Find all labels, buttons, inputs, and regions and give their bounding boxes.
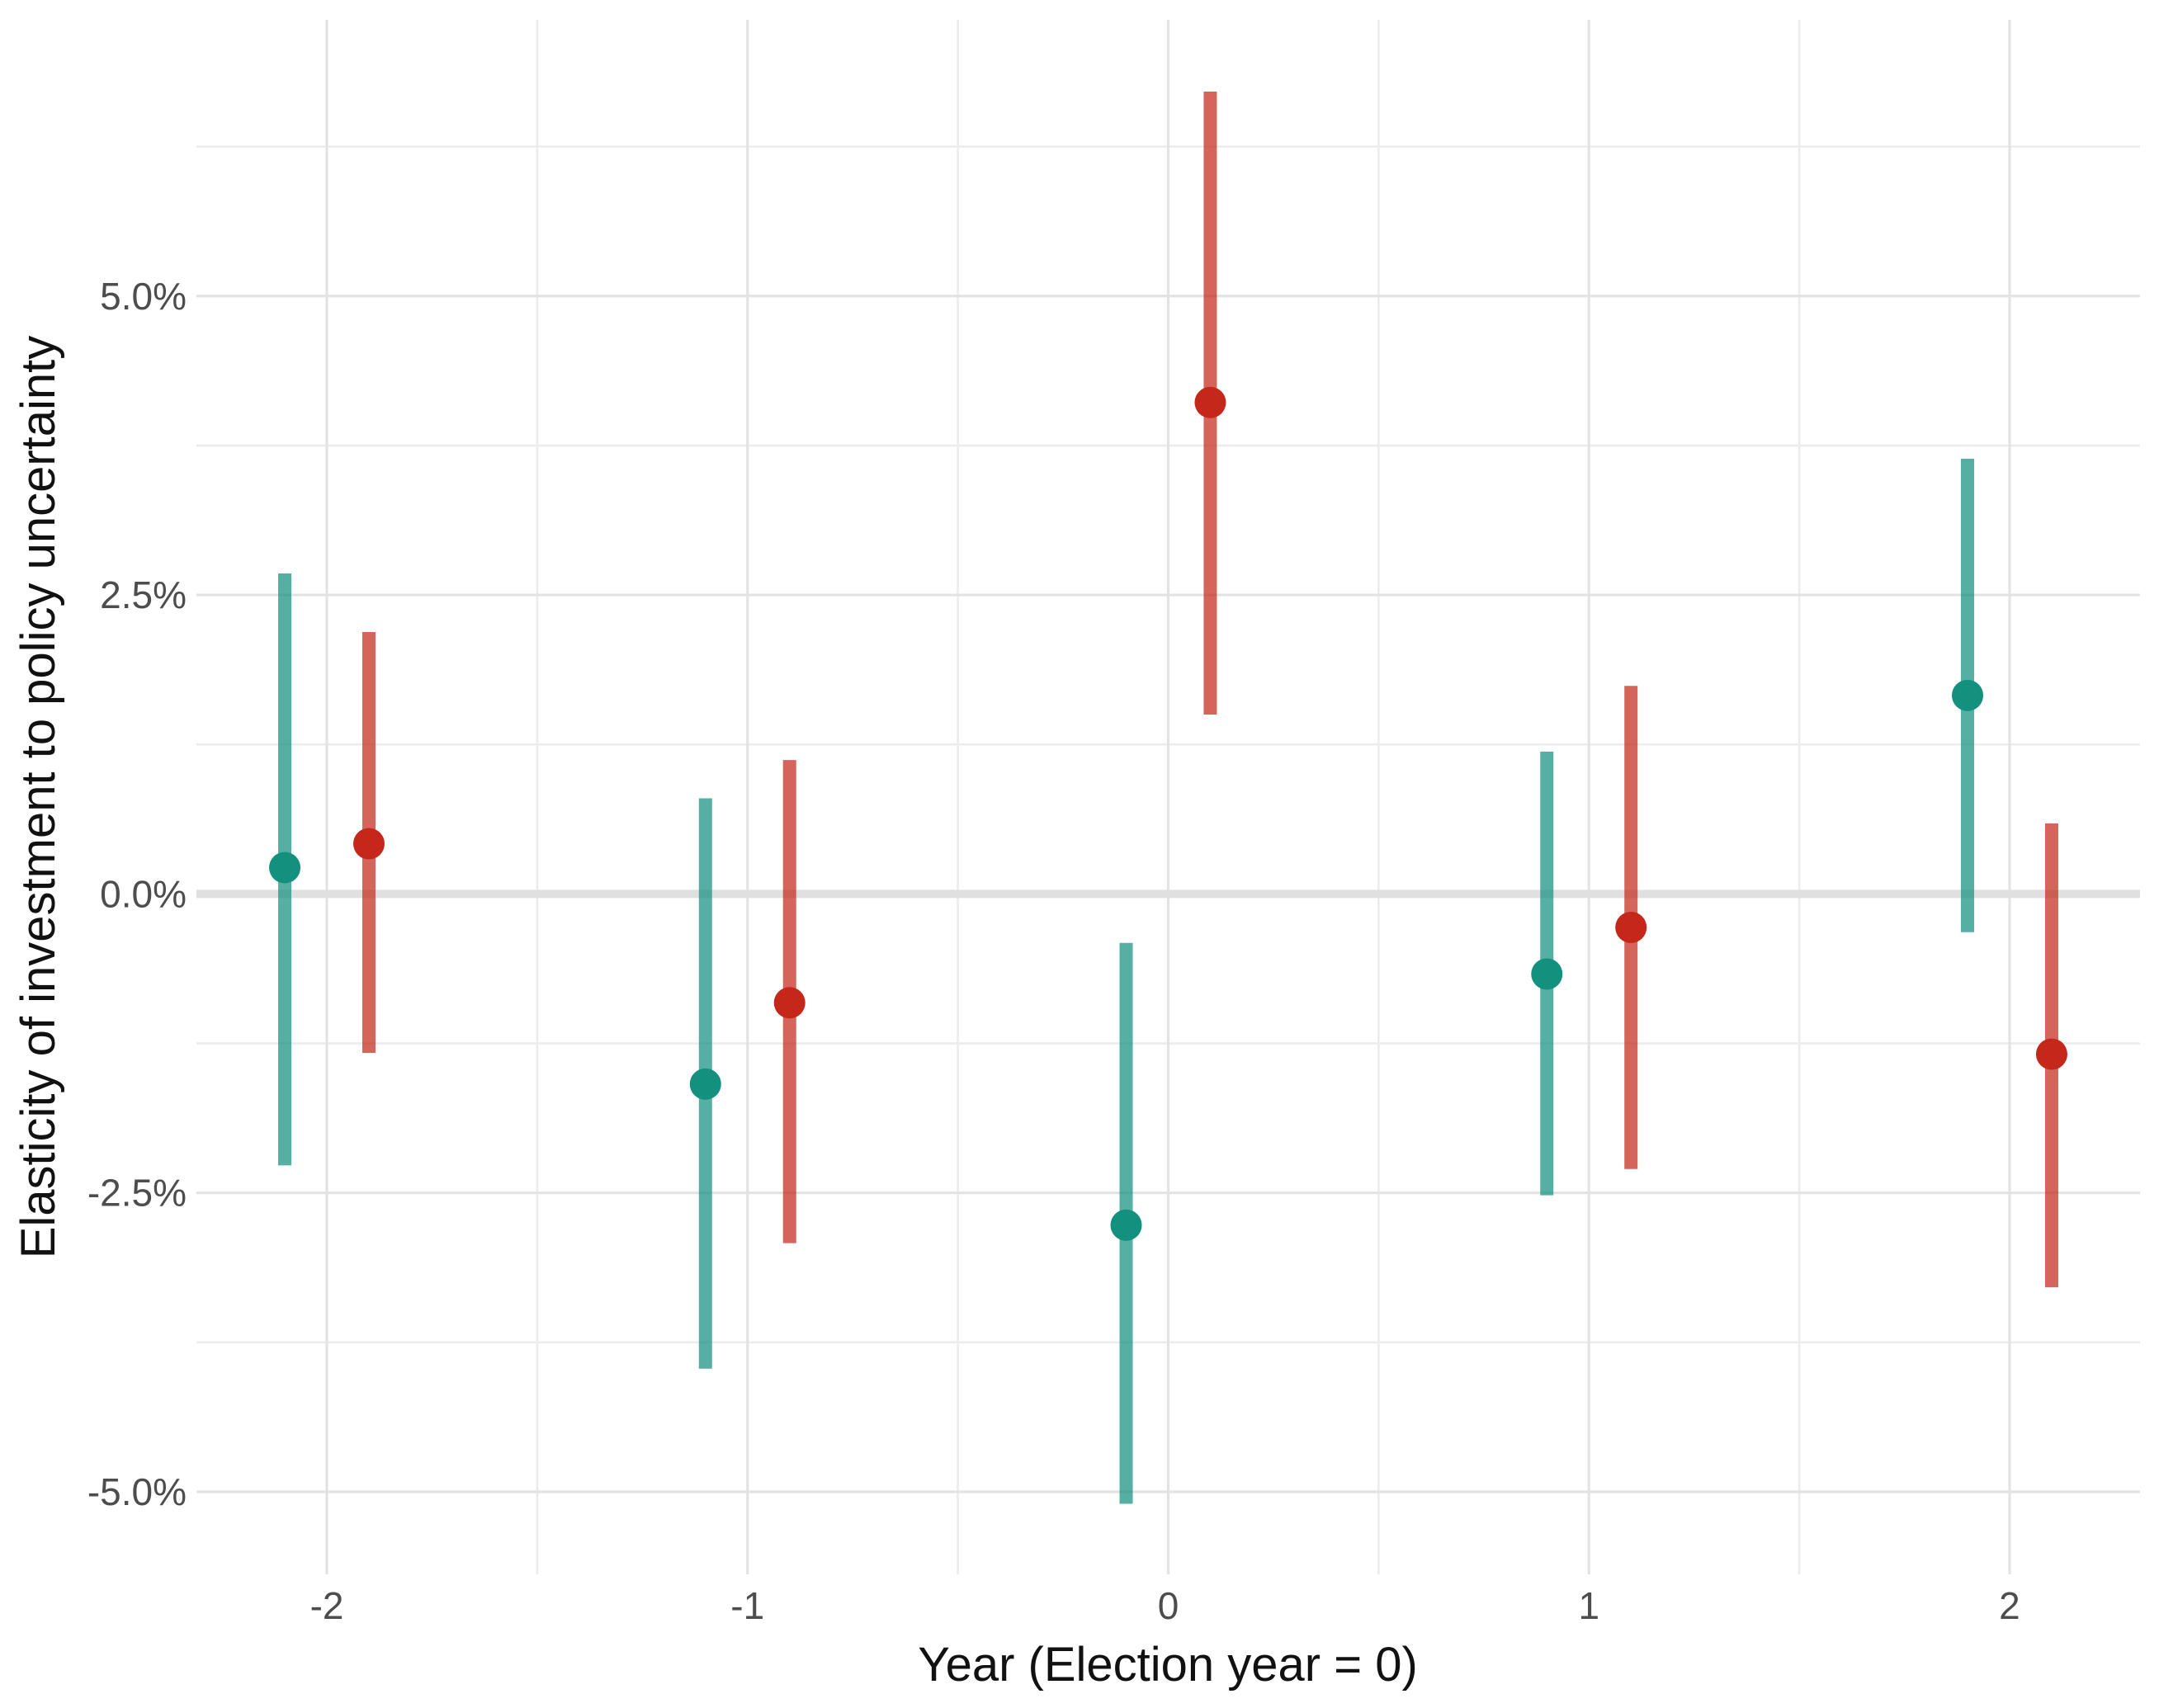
teal-point-estimate (1952, 679, 1984, 711)
x-axis-title: Year (Election year = 0) (918, 1638, 1418, 1691)
red-point-estimate (1194, 386, 1226, 418)
y-axis-tick-labels: 5.0% 2.5% 0.0% -2.5% -5.0% (87, 275, 187, 1513)
teal-point-estimate (689, 1068, 721, 1100)
y-tick-label: -2.5% (87, 1172, 187, 1215)
x-tick-label: 2 (1999, 1584, 2020, 1627)
red-point-estimate (1615, 911, 1647, 943)
red-point-estimate (2035, 1038, 2067, 1070)
teal-point-estimate (269, 852, 301, 884)
y-tick-label: 2.5% (100, 573, 187, 616)
x-tick-label: -2 (310, 1584, 344, 1627)
series-red (352, 91, 2067, 1288)
x-axis-tick-labels: -2 -1 0 1 2 (310, 1584, 2020, 1627)
y-tick-label: -5.0% (87, 1470, 187, 1513)
y-axis-title: Elasticity of investment to policy uncer… (12, 336, 65, 1259)
red-point-estimate (352, 828, 385, 860)
teal-point-estimate (1110, 1209, 1142, 1241)
y-tick-label: 0.0% (100, 872, 187, 915)
data-series (269, 91, 2067, 1504)
teal-point-estimate (1531, 958, 1563, 990)
series-teal (269, 458, 1984, 1504)
red-point-estimate (773, 987, 805, 1019)
x-tick-label: -1 (730, 1584, 764, 1627)
major-gridlines (196, 20, 2140, 1574)
x-tick-label: 0 (1158, 1584, 1179, 1627)
y-tick-label: 5.0% (100, 275, 187, 318)
x-tick-label: 1 (1578, 1584, 1599, 1627)
